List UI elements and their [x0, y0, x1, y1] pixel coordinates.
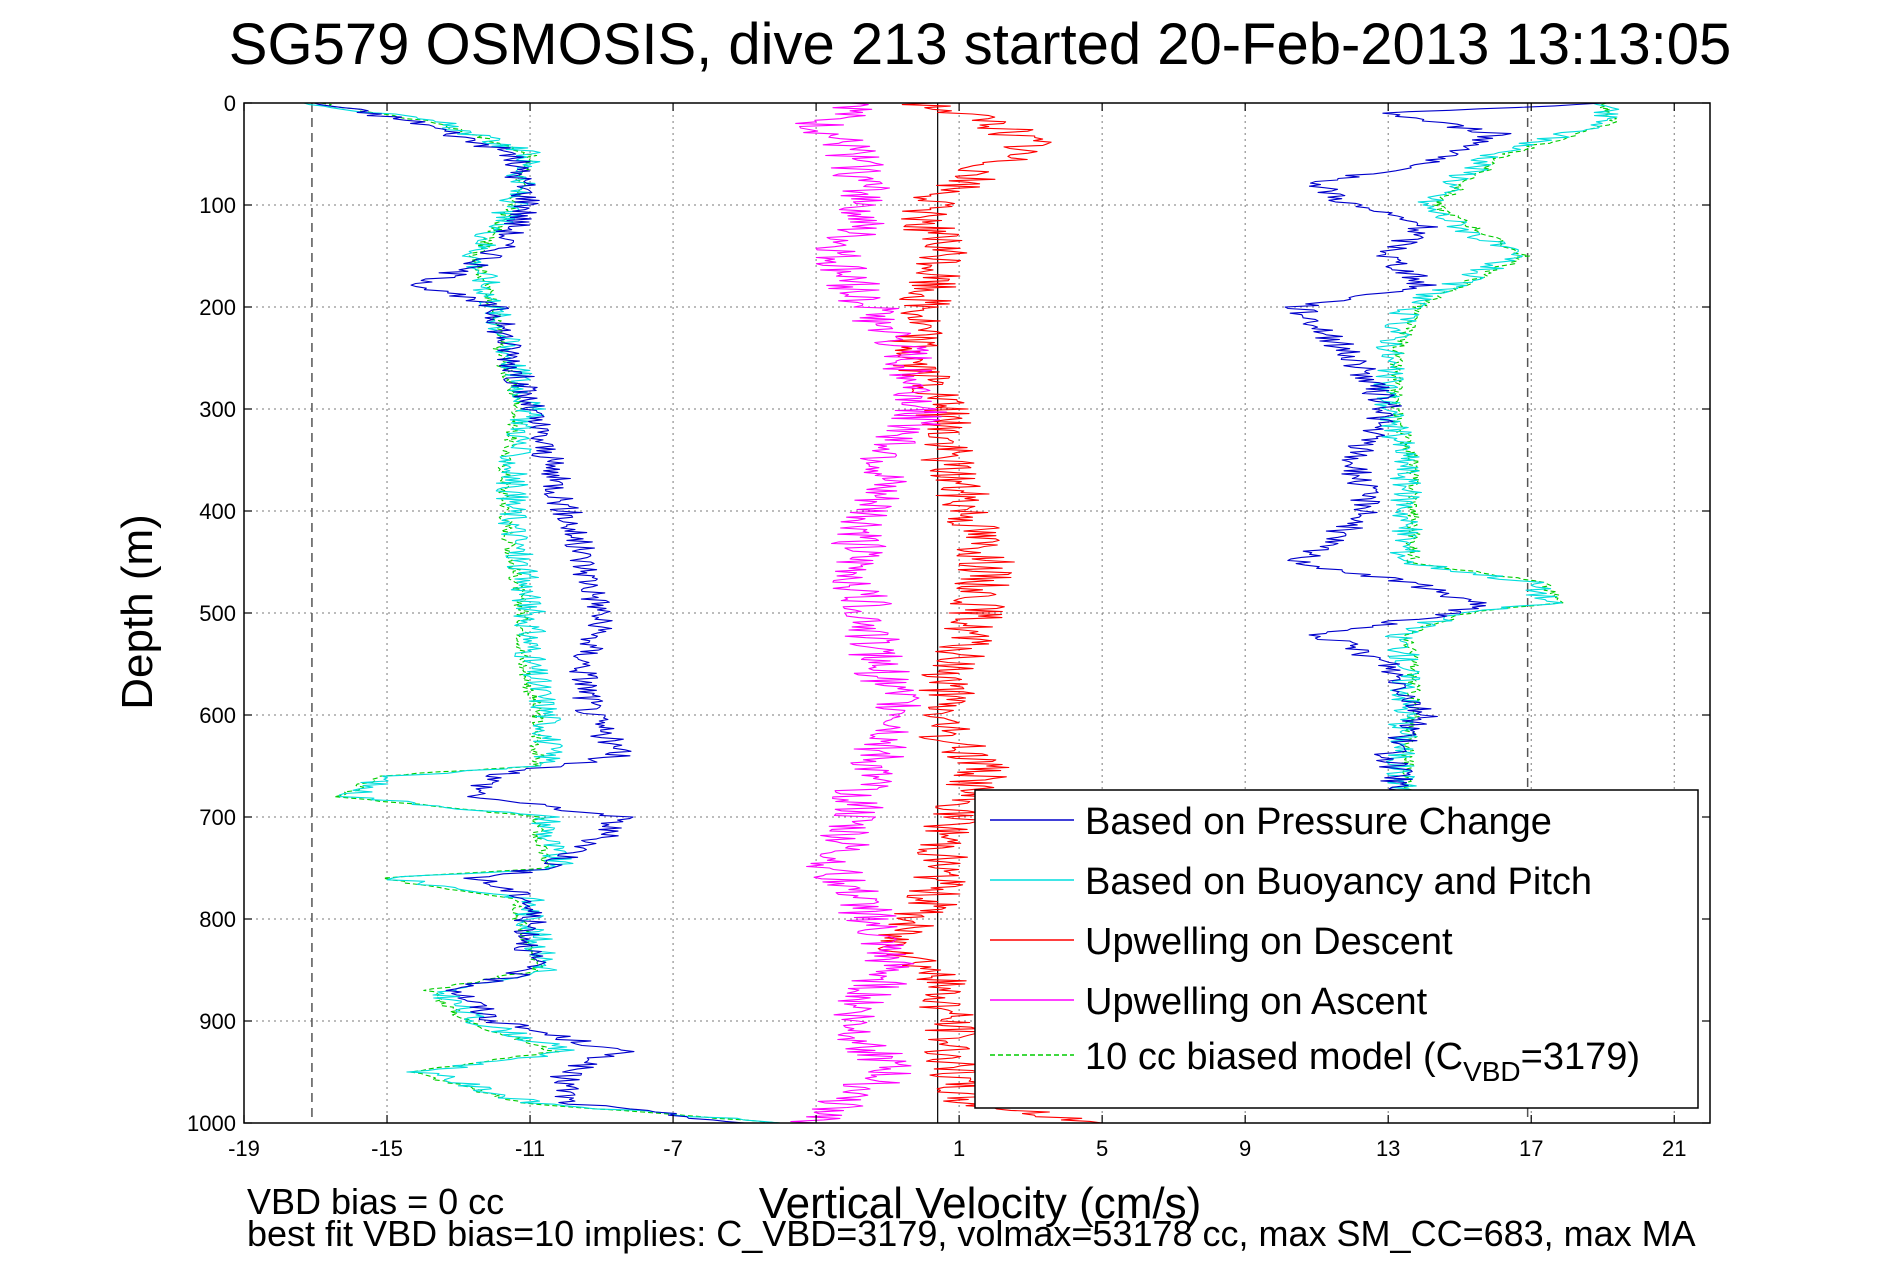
series-based-on-buoyancy-and-pitch-ascent — [1373, 102, 1620, 798]
y-tick-label: 1000 — [187, 1111, 236, 1136]
x-tick-label: -3 — [806, 1136, 826, 1161]
legend-label: 10 cc biased model (CVBD=3179) — [1085, 1036, 1640, 1087]
x-tick-label: -15 — [371, 1136, 403, 1161]
series-based-on-pressure-change-descent — [314, 102, 745, 1124]
series-based-on-pressure-change-ascent — [1284, 102, 1604, 818]
y-tick-label: 200 — [199, 295, 236, 320]
series-layer — [303, 102, 1620, 1124]
x-tick-label: 9 — [1239, 1136, 1251, 1161]
legend-label: Upwelling on Descent — [1085, 921, 1453, 963]
y-tick-label: 800 — [199, 907, 236, 932]
series-upwelling-on-descent — [877, 102, 1103, 1124]
legend-label-main: 10 cc biased model (C — [1085, 1036, 1463, 1078]
y-axis-label: Depth (m) — [113, 514, 162, 710]
chart-title: SG579 OSMOSIS, dive 213 started 20-Feb-2… — [229, 12, 1731, 77]
y-tick-label: 700 — [199, 805, 236, 830]
legend-label: Based on Pressure Change — [1085, 801, 1552, 843]
legend-label-tail: =3179) — [1521, 1036, 1640, 1078]
series-upwelling-on-ascent — [790, 102, 947, 1124]
x-ticks: -19 -15 -11 -7 -3 1 5 9 13 17 21 — [228, 103, 1686, 1161]
y-tick-label: 400 — [199, 499, 236, 524]
legend-box — [974, 789, 1699, 1109]
legend-label: Based on Buoyancy and Pitch — [1085, 861, 1592, 903]
y-tick-label: 900 — [199, 1009, 236, 1034]
x-tick-label: 5 — [1096, 1136, 1108, 1161]
y-tick-label: 0 — [224, 91, 236, 116]
y-tick-label: 600 — [199, 703, 236, 728]
y-ticks: 0 100 200 300 400 500 600 700 800 900 1000 — [187, 91, 1710, 1136]
x-tick-label: -7 — [663, 1136, 683, 1161]
x-tick-label: -11 — [515, 1136, 545, 1161]
x-tick-label: -19 — [228, 1136, 260, 1161]
x-tick-label: 21 — [1662, 1136, 1686, 1161]
y-tick-label: 500 — [199, 601, 236, 626]
legend-label: Upwelling on Ascent — [1085, 981, 1428, 1023]
y-tick-label: 300 — [199, 397, 236, 422]
x-tick-label: 1 — [953, 1136, 965, 1161]
reference-lines — [311, 103, 1529, 1123]
x-tick-label: 13 — [1376, 1136, 1400, 1161]
y-tick-label: 100 — [199, 193, 236, 218]
series-10-cc-biased-model-c-vbd-3179-descent — [321, 102, 781, 1124]
x-axis-label: Vertical Velocity (cm/s) — [759, 1179, 1202, 1228]
x-tick-label: 17 — [1519, 1136, 1543, 1161]
legend-label-sub: VBD — [1463, 1056, 1521, 1087]
best-fit-note: best fit VBD bias=10 implies: C_VBD=3179… — [247, 1213, 1696, 1254]
legend-items: Based on Pressure Change Based on Buoyanc… — [990, 801, 1640, 1087]
series-based-on-buoyancy-and-pitch-descent — [303, 102, 781, 1124]
legend: Based on Pressure Change Based on Buoyanc… — [974, 789, 1699, 1109]
vbd-bias-note: VBD bias = 0 cc — [247, 1181, 504, 1222]
